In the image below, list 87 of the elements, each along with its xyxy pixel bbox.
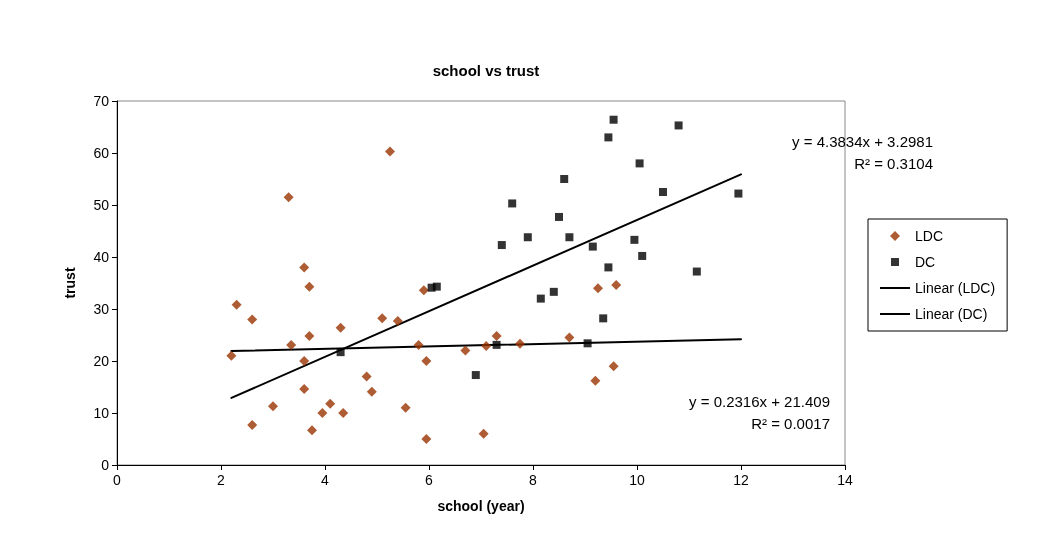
point bbox=[247, 419, 258, 430]
x-tick-label: 8 bbox=[529, 472, 538, 488]
point bbox=[304, 281, 315, 292]
point bbox=[508, 199, 517, 208]
point bbox=[590, 375, 601, 386]
point bbox=[659, 188, 667, 196]
point bbox=[366, 386, 377, 397]
point bbox=[299, 262, 310, 273]
point bbox=[299, 356, 310, 366]
point bbox=[609, 115, 618, 124]
point bbox=[400, 402, 411, 413]
x-tick-label: 6 bbox=[425, 472, 434, 488]
point bbox=[268, 401, 278, 412]
point bbox=[491, 331, 502, 342]
point bbox=[336, 348, 345, 357]
x-tick-label: 0 bbox=[113, 472, 122, 488]
point bbox=[421, 356, 432, 366]
point bbox=[286, 339, 297, 350]
y-tick-label: 20 bbox=[93, 353, 110, 369]
point bbox=[413, 339, 424, 350]
x-tick-label: 12 bbox=[733, 472, 749, 488]
y-tick-label: 10 bbox=[93, 405, 110, 421]
legend-label: LDC bbox=[915, 228, 944, 244]
point bbox=[338, 408, 349, 418]
x-tick-label: 14 bbox=[837, 472, 853, 488]
point bbox=[564, 332, 575, 343]
point bbox=[638, 251, 647, 260]
point bbox=[307, 425, 317, 436]
point bbox=[549, 287, 558, 296]
point bbox=[325, 398, 336, 409]
chart-title: school vs trust bbox=[432, 62, 540, 79]
y-axis-title: trust bbox=[62, 267, 78, 299]
point bbox=[692, 267, 701, 276]
point bbox=[361, 371, 372, 382]
point bbox=[299, 384, 310, 395]
point bbox=[565, 233, 574, 242]
point bbox=[630, 235, 639, 244]
point bbox=[385, 146, 395, 157]
point bbox=[536, 294, 545, 303]
point bbox=[432, 282, 441, 291]
point bbox=[481, 340, 492, 351]
point bbox=[421, 434, 432, 444]
point bbox=[588, 242, 597, 251]
y-tick-label: 70 bbox=[93, 93, 110, 109]
y-tick-label: 40 bbox=[93, 249, 110, 265]
point bbox=[247, 314, 258, 325]
point bbox=[599, 314, 608, 323]
point bbox=[608, 361, 619, 372]
point bbox=[674, 121, 683, 130]
point bbox=[226, 350, 237, 361]
point bbox=[515, 338, 525, 349]
y-tick-label: 30 bbox=[93, 301, 110, 317]
y-tick-label: 60 bbox=[93, 145, 110, 161]
point bbox=[583, 339, 592, 348]
x-tick-label: 4 bbox=[321, 472, 330, 488]
point bbox=[377, 313, 388, 324]
annotation: y = 4.3834x + 3.2981 R² = 0.3104 bbox=[792, 132, 933, 172]
point bbox=[304, 331, 315, 342]
x-tick-label: 10 bbox=[629, 472, 645, 488]
point bbox=[471, 371, 480, 380]
y-tick-label: 0 bbox=[101, 457, 110, 473]
point bbox=[611, 280, 622, 291]
point bbox=[635, 159, 644, 168]
point bbox=[593, 283, 603, 294]
legend-label: Linear (DC) bbox=[915, 306, 988, 322]
point bbox=[523, 233, 532, 242]
point bbox=[492, 340, 501, 349]
point bbox=[335, 322, 346, 333]
annotation: y = 0.2316x + 21.409 R² = 0.0017 bbox=[689, 392, 830, 432]
legend-label: DC bbox=[915, 254, 936, 270]
point bbox=[478, 428, 489, 439]
point bbox=[604, 263, 613, 272]
point bbox=[460, 345, 471, 356]
point bbox=[317, 408, 328, 418]
point bbox=[734, 189, 743, 198]
point bbox=[497, 241, 506, 250]
point bbox=[283, 192, 294, 203]
point bbox=[418, 285, 429, 296]
point bbox=[555, 212, 563, 221]
x-tick-label: 2 bbox=[217, 472, 226, 488]
point bbox=[392, 315, 403, 326]
legend-label: Linear (LDC) bbox=[915, 280, 996, 296]
y-tick-label: 50 bbox=[93, 197, 110, 213]
x-axis-title: school (year) bbox=[437, 498, 525, 514]
point bbox=[560, 175, 569, 183]
point bbox=[604, 133, 613, 142]
point bbox=[231, 299, 242, 310]
